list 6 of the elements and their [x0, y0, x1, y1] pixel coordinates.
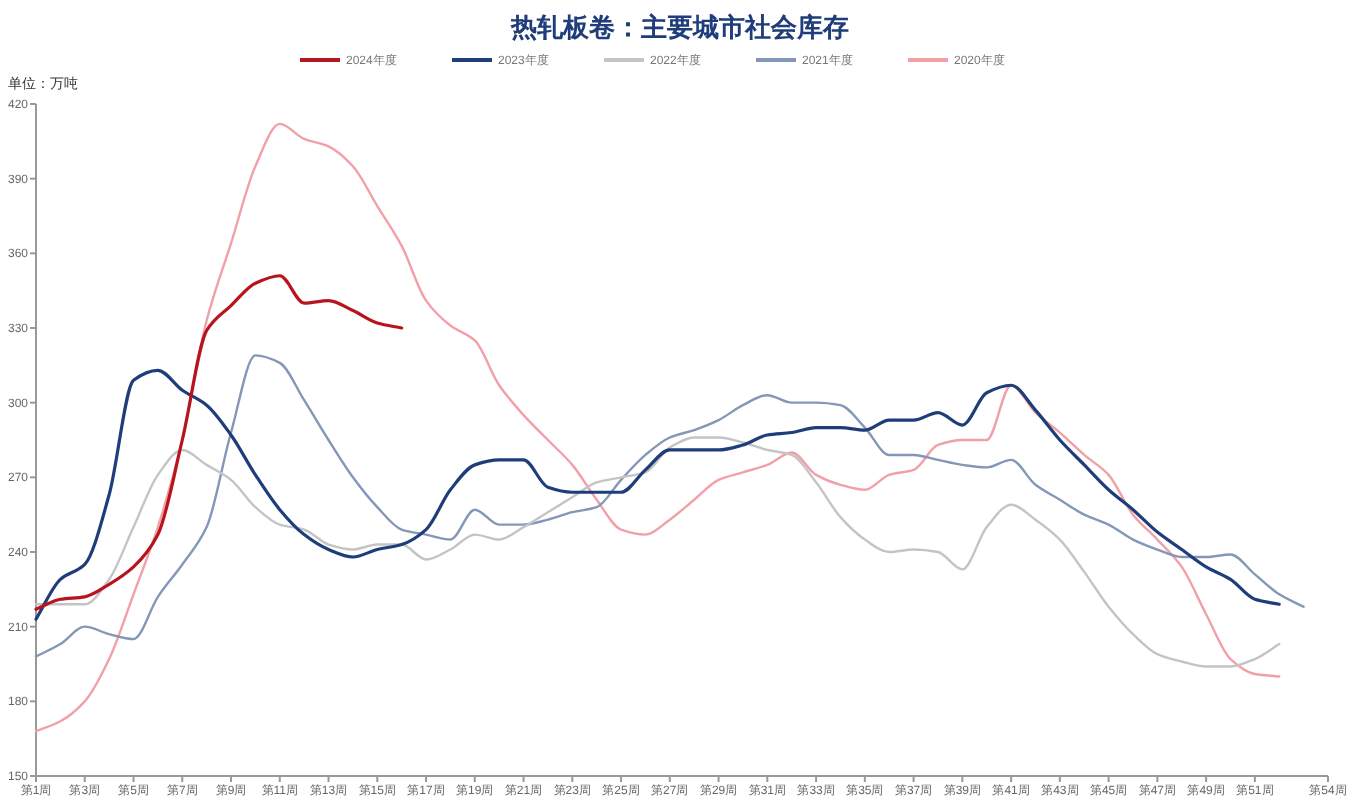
line-series	[34, 354, 1305, 658]
line-series	[34, 274, 404, 611]
chart-title: 热轧板卷：主要城市社会库存	[509, 12, 849, 42]
line-series	[34, 436, 1281, 668]
line-series	[34, 122, 1281, 733]
line-series	[34, 368, 1281, 621]
